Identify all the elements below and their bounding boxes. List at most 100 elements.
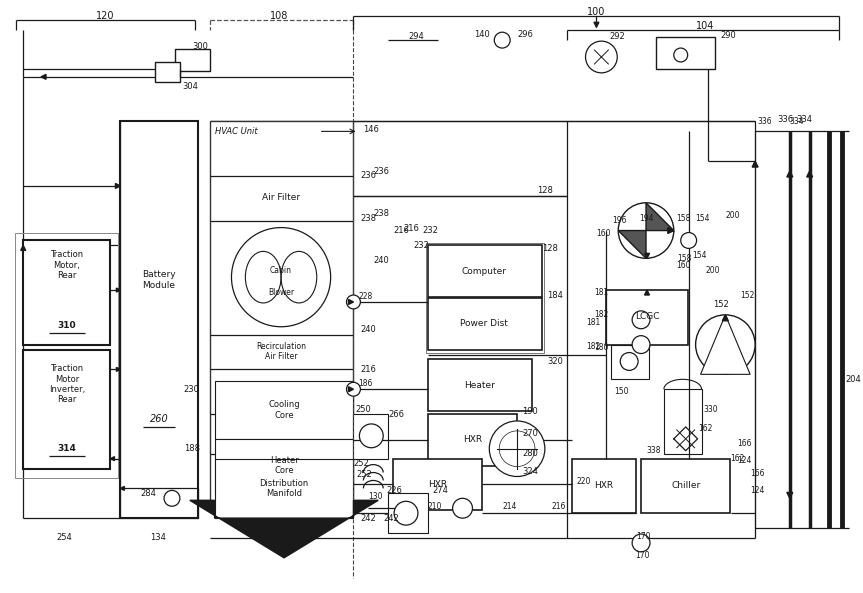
Text: 300: 300 (192, 42, 208, 50)
Circle shape (632, 336, 650, 353)
Text: 330: 330 (703, 404, 718, 413)
Text: 334: 334 (790, 117, 804, 126)
Text: HXR: HXR (594, 481, 613, 490)
Bar (428, 414, 517, 466)
Text: HXR: HXR (428, 480, 447, 489)
Text: 270: 270 (522, 429, 538, 438)
Text: 162: 162 (730, 454, 745, 463)
Text: 226: 226 (386, 486, 402, 495)
Bar (215, 381, 354, 439)
Text: 292: 292 (609, 31, 625, 41)
Text: 200: 200 (726, 211, 740, 220)
Text: 242: 242 (383, 514, 399, 522)
Text: 334: 334 (797, 115, 813, 124)
Circle shape (394, 501, 418, 525)
Bar (641, 458, 730, 513)
Text: 181: 181 (587, 318, 601, 327)
Text: 320: 320 (547, 357, 563, 366)
Bar (354, 414, 388, 458)
Text: 120: 120 (97, 11, 115, 21)
Text: 228: 228 (358, 292, 373, 301)
Text: 216: 216 (394, 226, 409, 235)
Text: 284: 284 (140, 489, 156, 498)
Polygon shape (41, 74, 46, 79)
Text: Power Dist: Power Dist (461, 319, 508, 329)
Bar (23, 349, 110, 468)
Bar (121, 122, 198, 518)
Circle shape (499, 431, 535, 467)
Polygon shape (646, 203, 674, 231)
Text: 124: 124 (737, 456, 752, 465)
Polygon shape (594, 23, 599, 27)
Text: 181: 181 (595, 288, 608, 296)
Text: 254: 254 (56, 534, 72, 543)
Polygon shape (753, 161, 758, 167)
Text: 236: 236 (361, 171, 376, 180)
Text: 100: 100 (587, 7, 606, 17)
Text: 150: 150 (614, 387, 629, 396)
Bar (388, 493, 428, 533)
Circle shape (681, 232, 696, 248)
Circle shape (359, 424, 383, 448)
Text: 336: 336 (757, 117, 772, 126)
Circle shape (452, 498, 472, 518)
Polygon shape (787, 492, 793, 498)
Text: 232: 232 (423, 226, 438, 235)
Text: 216: 216 (403, 224, 419, 233)
Text: 236: 236 (374, 167, 389, 176)
Text: 242: 242 (361, 514, 376, 522)
Text: 216: 216 (551, 502, 566, 511)
Text: 158: 158 (676, 214, 690, 223)
Text: 108: 108 (270, 11, 288, 21)
Text: 210: 210 (428, 502, 442, 511)
Polygon shape (349, 387, 354, 392)
Bar (394, 458, 482, 510)
Text: LCGC: LCGC (635, 313, 659, 321)
Polygon shape (701, 315, 750, 374)
Bar (425, 244, 544, 352)
Polygon shape (21, 246, 26, 250)
Text: 204: 204 (846, 375, 861, 384)
Text: 266: 266 (388, 410, 404, 419)
Text: 232: 232 (413, 241, 429, 250)
Polygon shape (645, 253, 650, 259)
Text: Traction
Motor
Inverter,
Rear: Traction Motor Inverter, Rear (48, 364, 85, 404)
Bar (210, 122, 354, 508)
Bar (656, 37, 715, 69)
Text: 154: 154 (696, 214, 710, 223)
Circle shape (620, 352, 638, 371)
Polygon shape (117, 288, 121, 292)
Bar (215, 439, 354, 493)
Text: 290: 290 (721, 31, 736, 40)
Text: HVAC Unit: HVAC Unit (215, 127, 257, 136)
Text: 182: 182 (595, 310, 608, 320)
Text: 154: 154 (693, 251, 707, 260)
Text: Cabin: Cabin (270, 266, 292, 275)
Text: 294: 294 (408, 31, 424, 41)
Text: 324: 324 (522, 467, 538, 476)
Text: 240: 240 (374, 256, 389, 265)
Text: 238: 238 (374, 209, 389, 218)
Polygon shape (349, 299, 354, 304)
Text: 104: 104 (696, 21, 715, 31)
Circle shape (585, 41, 617, 73)
Text: Battery
Module: Battery Module (142, 270, 176, 290)
Polygon shape (722, 315, 728, 321)
Text: 194: 194 (639, 214, 653, 223)
Text: Traction
Motor,
Rear: Traction Motor, Rear (50, 250, 84, 280)
Text: 170: 170 (635, 551, 649, 560)
Text: 182: 182 (587, 342, 601, 351)
Text: 336: 336 (777, 115, 793, 124)
Polygon shape (116, 183, 121, 189)
Bar (664, 389, 702, 454)
Polygon shape (668, 228, 674, 234)
Text: 152: 152 (740, 291, 754, 299)
Polygon shape (110, 457, 115, 461)
Text: 128: 128 (542, 244, 557, 253)
Text: 134: 134 (150, 534, 166, 543)
Polygon shape (618, 231, 646, 259)
Circle shape (674, 48, 688, 62)
Bar (215, 458, 354, 518)
Text: 296: 296 (517, 30, 533, 39)
Text: 216: 216 (361, 365, 376, 374)
